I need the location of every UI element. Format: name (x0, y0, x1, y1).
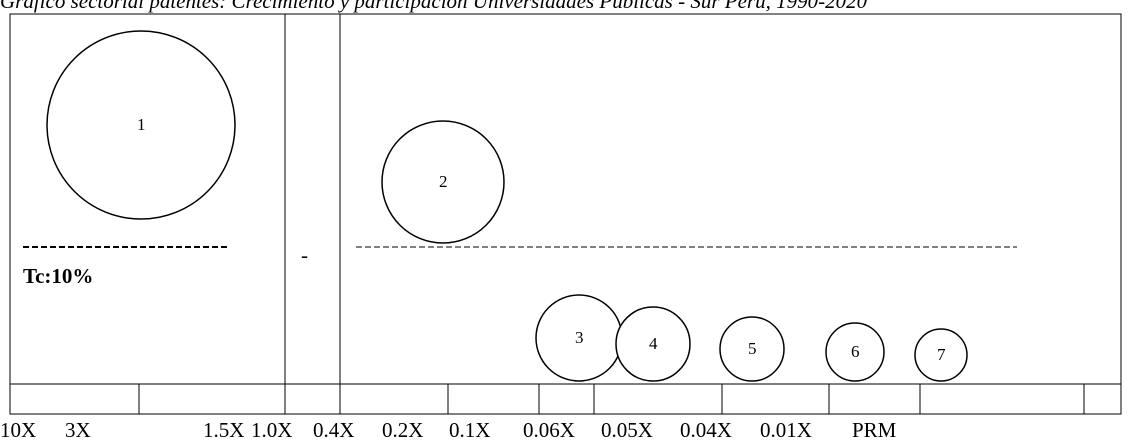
bubble-label: 4 (649, 334, 658, 353)
separator-mark: - (301, 243, 308, 267)
x-tick-label: 0.05X (601, 418, 653, 441)
bubble-label: 6 (851, 342, 860, 361)
x-tick-labels: 10X 3X 1.5X 1.0X 0.4X 0.2X 0.1X 0.06X 0.05X 0.04X… (0, 418, 897, 441)
x-tick-label: 0.4X (313, 418, 354, 441)
bubble-1 (46, 30, 236, 220)
x-tick-label: 0.01X (760, 418, 812, 441)
chart-title: Gráfico sectorial patentes: Crecimiento … (0, 0, 868, 13)
x-tick-label: 3X (65, 418, 91, 441)
chart-border (9, 13, 1122, 415)
bubble-label: 1 (137, 115, 146, 134)
bubble-label: 5 (748, 339, 757, 358)
bubble-label: 3 (575, 328, 584, 347)
bubble-4 (615, 306, 691, 382)
bubble-7 (914, 328, 968, 382)
bubble-6 (825, 322, 885, 382)
bubble-group: 1 2 3 4 5 6 7 (46, 30, 968, 382)
x-tick-label: PRM (852, 418, 897, 441)
bubble-2 (381, 120, 505, 244)
x-tick-label: 0.06X (523, 418, 575, 441)
bubble-5 (719, 316, 785, 382)
x-tick-label: 10X (0, 418, 36, 441)
x-tick-label: 0.2X (382, 418, 423, 441)
chart-frame (9, 13, 1122, 415)
x-tick-label: 1.0X (251, 418, 292, 441)
x-tick-label: 1.5X (203, 418, 244, 441)
bubble-label: 7 (937, 345, 946, 364)
x-tick-label: 0.04X (680, 418, 732, 441)
bubble-label: 2 (439, 172, 448, 191)
growth-rate-label: Tc:10% (23, 264, 93, 288)
x-tick-label: 0.1X (449, 418, 490, 441)
